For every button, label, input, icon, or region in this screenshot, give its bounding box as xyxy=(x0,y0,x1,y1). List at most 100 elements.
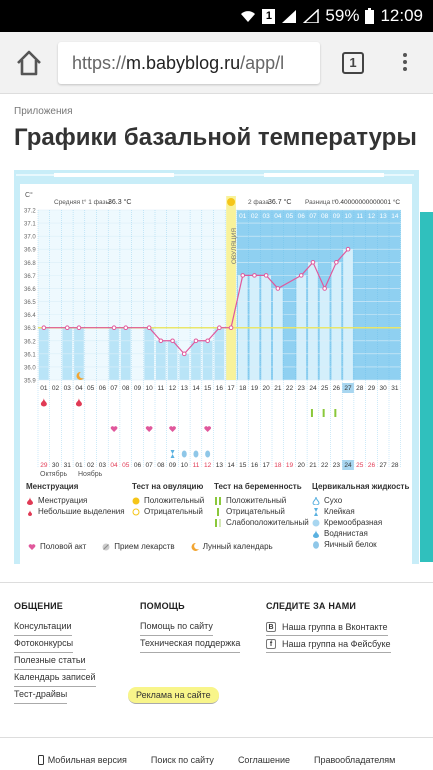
temperature-point xyxy=(310,260,316,265)
cycle-day-label: 18 xyxy=(239,385,247,392)
date-label: 30 xyxy=(52,462,60,469)
cycle-day-label: 11 xyxy=(157,385,164,392)
y-tick-label: 37.2 xyxy=(24,209,36,215)
cervical-sticky-icon xyxy=(170,450,175,458)
cycle-day-label: 05 xyxy=(87,385,95,392)
y-tick-label: 37.0 xyxy=(24,235,36,241)
footer-link-consultations[interactable]: Консультации xyxy=(14,619,72,636)
date-label: 24 xyxy=(344,462,352,469)
temp-bar xyxy=(273,288,283,380)
footer-col-help: ПОМОЩЬ Помощь по сайту Техническая подде… xyxy=(128,601,241,704)
temperature-point xyxy=(334,260,339,265)
home-icon[interactable] xyxy=(14,48,44,78)
cycle-day-label: 12 xyxy=(169,385,177,392)
horizontal-scrollbar[interactable] xyxy=(14,172,418,180)
signal-icon xyxy=(282,10,297,23)
legend-item: Отрицательный xyxy=(226,507,285,516)
legend-item: Отрицательный xyxy=(144,507,203,516)
small-drop-icon xyxy=(28,509,32,516)
footer-link-testdrives[interactable]: Тест-драйвы xyxy=(14,687,68,704)
footer-link-facebook[interactable]: f Наша группа на Фейсбуке xyxy=(266,636,391,653)
footer-rightholders[interactable]: Правообладателям xyxy=(314,755,396,765)
legend-item: Положительный xyxy=(144,496,205,505)
phase2-day-label: 08 xyxy=(321,213,329,220)
legend-title: Менструация xyxy=(26,482,79,491)
creamy-icon xyxy=(312,519,320,526)
month-october: Октябрь xyxy=(40,470,67,478)
breadcrumb[interactable]: Приложения xyxy=(14,106,73,117)
diff-value: 0.40000000000001 °C xyxy=(335,198,400,206)
legend-title: Тест на овуляцию xyxy=(132,482,204,491)
egg-white-icon xyxy=(313,540,319,549)
legend-item: Клейкая xyxy=(324,507,355,516)
cycle-day-label: 28 xyxy=(356,385,364,392)
date-label: 26 xyxy=(368,462,376,469)
cycle-day-label: 08 xyxy=(122,385,130,392)
legend-item: Небольшие выделения xyxy=(38,507,125,516)
cycle-day-label: 04 xyxy=(75,385,83,392)
cycle-day-label: 01 xyxy=(40,385,48,392)
url-field[interactable]: https://m.babyblog.ru/app/l xyxy=(58,42,320,84)
phase1-value: 36.3 °C xyxy=(108,198,131,206)
footer-link-advertising[interactable]: Реклама на сайте xyxy=(128,687,219,704)
date-label: 31 xyxy=(64,462,72,469)
y-tick-label: 36.0 xyxy=(24,365,36,371)
phase2-day-label: 03 xyxy=(263,213,271,220)
phase2-day-label: 02 xyxy=(251,213,259,220)
date-label: 27 xyxy=(380,462,388,469)
temperature-point xyxy=(205,338,210,344)
legend-ovulation-test: Тест на овуляцию Положительный Отрицател… xyxy=(132,482,204,517)
phase2-day-label: 14 xyxy=(391,213,399,220)
footer-link-articles[interactable]: Полезные статьи xyxy=(14,653,86,670)
status-bar: 1 59% 12:09 xyxy=(0,0,433,32)
date-label: 23 xyxy=(333,462,341,469)
bbt-chart: C° Средняя t° 1 фазы 36.3 °C 2 фаза 36.7… xyxy=(20,184,412,478)
date-label: 07 xyxy=(146,462,154,469)
temperature-point xyxy=(322,286,327,291)
vertical-scroll-handle[interactable] xyxy=(420,212,433,562)
footer-link-support[interactable]: Техническая поддержка xyxy=(140,636,241,653)
tab-switcher-button[interactable]: 1 xyxy=(342,52,364,74)
y-tick-label: 36.8 xyxy=(24,261,36,267)
footer-link-vk[interactable]: B Наша группа в Вконтакте xyxy=(266,619,388,636)
phase2-day-label: 01 xyxy=(239,213,247,220)
footer-site-search[interactable]: Поиск по сайту xyxy=(150,755,214,765)
footer-agreement[interactable]: Соглашение xyxy=(237,755,291,765)
date-label: 20 xyxy=(298,462,306,469)
battery-icon xyxy=(365,8,375,24)
cycle-day-label: 07 xyxy=(110,385,118,392)
phase2-day-label: 09 xyxy=(333,213,341,220)
y-tick-label: 36.4 xyxy=(24,313,36,319)
cycle-day-label: 27 xyxy=(344,385,352,392)
footer-mobile-version[interactable]: Мобильная версия xyxy=(37,751,127,769)
date-label: 01 xyxy=(75,462,83,469)
temperature-point xyxy=(298,273,304,278)
heart-icon xyxy=(204,426,211,432)
date-label: 09 xyxy=(169,462,177,469)
temperature-point xyxy=(193,338,199,344)
heart-icon xyxy=(145,426,153,432)
phase2-day-label: 13 xyxy=(380,213,388,220)
temp-bar xyxy=(156,340,166,380)
footer-col-community: ОБЩЕНИЕ Консультации Фотоконкурсы Полезн… xyxy=(14,601,96,704)
phase2-day-label: 06 xyxy=(298,213,306,220)
moon-icon xyxy=(76,371,84,380)
temperature-point xyxy=(228,325,234,330)
footer-link-help[interactable]: Помощь по сайту xyxy=(140,619,213,636)
temp-bar xyxy=(319,288,330,380)
footer-link-calendar[interactable]: Календарь записей xyxy=(14,670,96,687)
footer-link-photocontests[interactable]: Фотоконкурсы xyxy=(14,636,74,653)
cycle-day-label: 15 xyxy=(204,385,212,392)
cycle-day-label: 21 xyxy=(274,385,282,392)
y-tick-label: 36.1 xyxy=(24,352,36,358)
date-label: 06 xyxy=(134,462,142,469)
phase2-day-label: 04 xyxy=(274,213,282,220)
pill-icon xyxy=(102,543,110,550)
footer-heading: ОБЩЕНИЕ xyxy=(14,601,64,611)
phase2-day-label: 07 xyxy=(309,213,317,220)
overflow-menu-icon[interactable] xyxy=(402,50,408,76)
cycle-day-label: 30 xyxy=(380,385,388,392)
legend-item: Половой акт xyxy=(40,542,87,551)
legend-item: Кремообразная xyxy=(324,518,383,527)
cycle-day-label: 24 xyxy=(309,385,317,392)
